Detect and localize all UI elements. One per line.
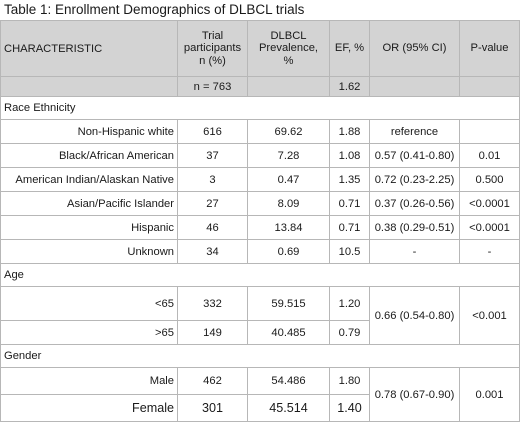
gender-p-value: 0.001 [459,367,520,422]
table-row: American Indian/Alaskan Native 3 0.47 1.… [0,167,520,192]
row-ef: 1.20 [329,286,370,321]
row-ef: 1.80 [329,367,370,395]
header-p-value: P-value [459,20,520,77]
table-row: <65 332 59.515 1.20 0.66 (0.54-0.80) <0.… [0,286,520,345]
row-label: <65 [0,286,178,321]
header-trial-participants: Trial participants n (%) [177,20,248,77]
total-prev-blank [247,76,330,97]
section-label-gender: Gender [0,344,520,368]
header-characteristic: CHARACTERISTIC [0,20,178,77]
total-blank [0,76,178,97]
row-prevalence: 54.486 [247,367,330,395]
row-ef: 0.71 [329,191,370,216]
row-or: 0.57 (0.41-0.80) [369,143,460,168]
total-n: n = 763 [177,76,248,97]
row-prevalence: 40.485 [247,320,330,345]
demographics-table: CHARACTERISTIC Trial participants n (%) … [0,20,520,422]
gender-or: 0.78 (0.67-0.90) [369,367,460,422]
row-label: Hispanic [0,215,178,240]
row-label: American Indian/Alaskan Native [0,167,178,192]
header-row: CHARACTERISTIC Trial participants n (%) … [0,20,520,77]
row-n: 34 [177,239,248,264]
total-row: n = 763 1.62 [0,76,520,97]
row-or: 0.72 (0.23-2.25) [369,167,460,192]
row-n: 616 [177,119,248,144]
header-prev-line3: % [283,54,294,67]
row-ef: 1.08 [329,143,370,168]
row-n: 332 [177,286,248,321]
row-n: 3 [177,167,248,192]
table-row: Male 462 54.486 1.80 0.78 (0.67-0.90) 0.… [0,367,520,422]
table-row: >65 149 40.485 0.79 [0,320,520,345]
row-prevalence: 8.09 [247,191,330,216]
row-n: 27 [177,191,248,216]
section-label-race: Race Ethnicity [0,96,520,120]
row-p-value: 0.01 [459,143,520,168]
row-prevalence: 0.47 [247,167,330,192]
row-p-value: - [459,239,520,264]
table-row: Hispanic 46 13.84 0.71 0.38 (0.29-0.51) … [0,215,520,240]
row-prevalence: 13.84 [247,215,330,240]
age-or: 0.66 (0.54-0.80) [369,286,460,345]
row-n: 37 [177,143,248,168]
row-prevalence: 69.62 [247,119,330,144]
table-row: Non-Hispanic white 616 69.62 1.88 refere… [0,119,520,144]
section-age: Age [0,263,520,287]
table-row: Black/African American 37 7.28 1.08 0.57… [0,143,520,168]
row-or: - [369,239,460,264]
header-trial-line1: Trial [201,29,224,42]
header-prev-line2: Prevalence, [258,42,319,55]
row-or: 0.38 (0.29-0.51) [369,215,460,240]
row-label: Unknown [0,239,178,264]
row-n: 301 [177,394,248,422]
row-ef: 0.71 [329,215,370,240]
row-ef: 1.40 [329,394,370,422]
row-or: 0.37 (0.26-0.56) [369,191,460,216]
total-or-blank [369,76,460,97]
row-p-value: <0.0001 [459,191,520,216]
row-n: 462 [177,367,248,395]
row-ef: 10.5 [329,239,370,264]
row-label: Male [0,367,178,395]
row-prevalence: 45.514 [247,394,330,422]
row-n: 46 [177,215,248,240]
section-race: Race Ethnicity [0,96,520,120]
header-trial-line3: n (%) [199,54,226,67]
row-label: Non-Hispanic white [0,119,178,144]
row-prevalence: 7.28 [247,143,330,168]
table-title: Table 1: Enrollment Demographics of DLBC… [4,2,305,17]
age-p-value: <0.001 [459,286,520,345]
section-label-age: Age [0,263,520,287]
row-label: Asian/Pacific Islander [0,191,178,216]
header-or: OR (95% CI) [369,20,460,77]
row-ef: 0.79 [329,320,370,345]
row-prevalence: 59.515 [247,286,330,321]
row-prevalence: 0.69 [247,239,330,264]
section-gender: Gender [0,344,520,368]
row-p-value: <0.0001 [459,215,520,240]
row-label: Female [0,394,178,422]
row-label: >65 [0,320,178,345]
row-p-value: 0.500 [459,167,520,192]
header-trial-line2: participants [183,42,242,55]
row-ef: 1.88 [329,119,370,144]
header-ef: EF, % [329,20,370,77]
row-n: 149 [177,320,248,345]
total-ef: 1.62 [329,76,370,97]
row-or: reference [369,119,460,144]
total-p-blank [459,76,520,97]
row-p-value [459,119,520,144]
header-dlbcl-prevalence: DLBCL Prevalence, % [247,20,330,77]
header-prev-line1: DLBCL [270,29,307,42]
row-ef: 1.35 [329,167,370,192]
row-label: Black/African American [0,143,178,168]
table-row: Asian/Pacific Islander 27 8.09 0.71 0.37… [0,191,520,216]
table-row: Unknown 34 0.69 10.5 - - [0,239,520,264]
